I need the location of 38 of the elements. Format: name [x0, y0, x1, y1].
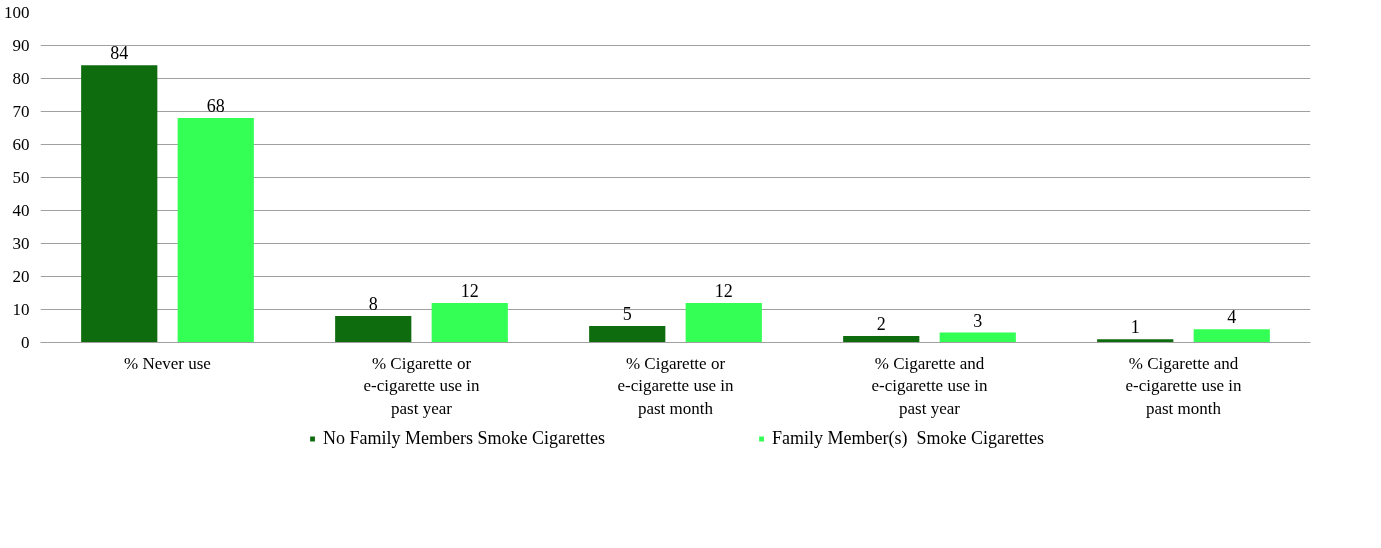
- bar: [589, 326, 666, 343]
- data-label: 12: [460, 280, 479, 301]
- bar: [843, 335, 920, 343]
- y-tick-label: 80: [12, 69, 30, 88]
- data-label: 5: [622, 304, 632, 324]
- y-tick-label: 90: [12, 36, 30, 55]
- x-tick-label: % Never use: [124, 353, 211, 373]
- x-tick-label: % Cigarette and e-cigarette use in past month: [1125, 353, 1243, 419]
- data-label: 12: [714, 280, 733, 301]
- x-tick-label: % Cigarette or e-cigarette use in past year: [363, 353, 481, 419]
- bar: [335, 316, 412, 343]
- bar: [1193, 329, 1270, 343]
- data-label: 2: [876, 313, 886, 334]
- y-tick-label: 0: [21, 333, 30, 352]
- data-label: 1: [1130, 317, 1140, 338]
- bar: [177, 118, 254, 343]
- y-tick-label: 60: [12, 135, 30, 154]
- bar: [81, 65, 158, 343]
- data-label: 8: [368, 294, 378, 315]
- y-tick-label: 40: [12, 201, 30, 220]
- bar: [685, 302, 762, 343]
- data-label: 4: [1227, 307, 1237, 328]
- data-label: 84: [110, 43, 129, 64]
- y-tick-label: 50: [12, 168, 30, 187]
- bar: [1097, 339, 1174, 343]
- y-tick-label: 20: [12, 267, 30, 286]
- data-label: 3: [973, 310, 983, 331]
- x-tick-label: % Cigarette or e-cigarette use in past month: [617, 353, 735, 419]
- y-tick-label: 70: [12, 102, 30, 121]
- legend-label: No Family Members Smoke Cigarettes: [323, 427, 606, 449]
- legend-label: Family Member(s) Smoke Cigarettes: [772, 427, 1044, 449]
- y-tick-label: 100: [4, 3, 30, 22]
- bar: [939, 332, 1016, 343]
- x-tick-label: % Cigarette and e-cigarette use in past year: [871, 353, 989, 419]
- y-tick-label: 30: [12, 234, 30, 253]
- bar: [431, 302, 508, 343]
- y-tick-label: 10: [12, 300, 30, 319]
- data-label: 68: [206, 96, 225, 117]
